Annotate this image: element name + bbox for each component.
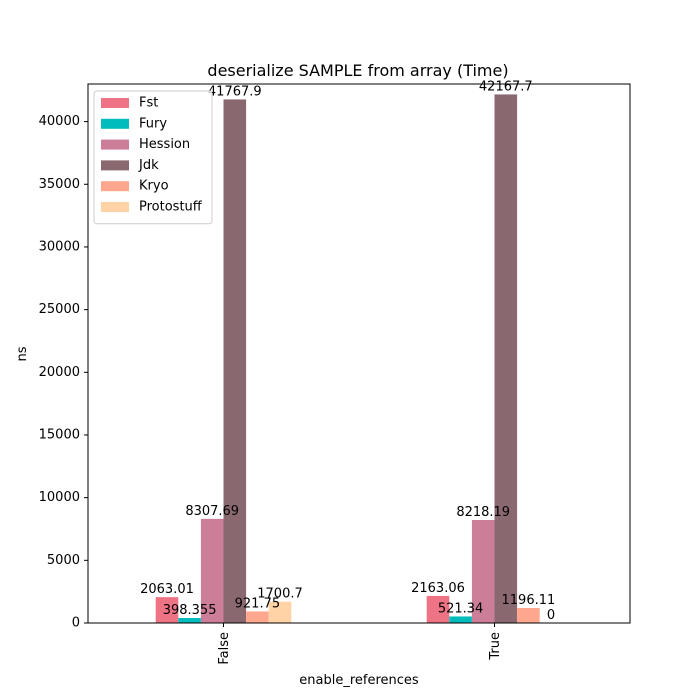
bar-labels-layer: 2063.01 398.355 8307.69 41767.9 921.751700.7… bbox=[140, 79, 555, 623]
bar-hession-true bbox=[471, 519, 495, 623]
data-label-jdk-false: 41767.9 bbox=[208, 84, 262, 99]
data-label-kryo-true: 1196.11 bbox=[502, 593, 556, 608]
y-axis-label: ns bbox=[15, 346, 30, 361]
bar-protostuff-false bbox=[268, 601, 292, 623]
data-label-hession-true: 8218.19 bbox=[456, 505, 510, 520]
legend-swatch-jdk bbox=[101, 160, 129, 171]
data-label-jdk-true: 42167.7 bbox=[479, 79, 533, 94]
y-tick-label: 40000 bbox=[39, 114, 80, 129]
bar-kryo-true bbox=[517, 608, 540, 623]
legend-label-protostuff: Protostuff bbox=[139, 200, 203, 215]
data-label-hession-false: 8307.69 bbox=[185, 504, 239, 519]
bar-hession-false bbox=[200, 518, 224, 623]
y-tick-label: 25000 bbox=[39, 302, 80, 317]
data-label-protostuff-true: 0 bbox=[547, 608, 555, 623]
bar-fst-false bbox=[155, 597, 179, 623]
chart-title: deserialize SAMPLE from array (Time) bbox=[207, 61, 508, 80]
y-tick-label: 20000 bbox=[39, 365, 80, 380]
bar-fury-false bbox=[178, 618, 201, 623]
legend-swatch-fury bbox=[101, 118, 129, 129]
data-label-protostuff-false: 1700.7 bbox=[257, 587, 303, 602]
y-tick-label: 30000 bbox=[39, 239, 80, 254]
data-label-fst-false: 2063.01 bbox=[140, 582, 194, 597]
bar-fst-true bbox=[426, 595, 450, 623]
legend-swatch-hession bbox=[101, 139, 129, 150]
legend-swatch-protostuff bbox=[101, 202, 129, 212]
x-tick-label: False bbox=[217, 632, 232, 665]
data-label-fst-true: 2163.06 bbox=[411, 581, 465, 596]
y-tick-label: 15000 bbox=[39, 427, 80, 442]
x-axis-label: enable_references bbox=[299, 673, 419, 688]
y-tick-label: 35000 bbox=[39, 177, 80, 192]
y-tick-label: 5000 bbox=[47, 553, 80, 568]
x-tick-label: True bbox=[488, 632, 503, 661]
bar-jdk-false bbox=[223, 99, 247, 623]
y-axis: 0 5000 10000 15000 20000 25000 30000 35000 40000 bbox=[39, 114, 88, 631]
bar-fury-true bbox=[449, 616, 472, 623]
data-label-fury-false: 398.355 bbox=[163, 603, 217, 618]
bars-layer bbox=[155, 94, 540, 624]
data-label-fury-true: 521.34 bbox=[438, 601, 484, 616]
legend-swatch-kryo bbox=[101, 181, 129, 192]
y-tick-label: 10000 bbox=[39, 490, 80, 505]
y-tick-label: 0 bbox=[72, 616, 80, 631]
legend-label-fst: Fst bbox=[139, 96, 158, 111]
legend-label-fury: Fury bbox=[139, 116, 167, 131]
bar-jdk-true bbox=[494, 94, 518, 624]
legend-label-hession: Hession bbox=[139, 137, 190, 152]
legend-label-jdk: Jdk bbox=[138, 158, 159, 173]
x-axis: False True bbox=[217, 623, 503, 665]
bar-kryo-false bbox=[246, 611, 269, 623]
plot-area-frame bbox=[87, 83, 631, 624]
legend: Fst Fury Hession Jdk Kryo Protostuff bbox=[93, 90, 213, 225]
data-label-kryo-false: 921.75 bbox=[235, 596, 281, 611]
legend-label-kryo: Kryo bbox=[139, 179, 169, 194]
legend-swatch-fst bbox=[101, 98, 129, 108]
